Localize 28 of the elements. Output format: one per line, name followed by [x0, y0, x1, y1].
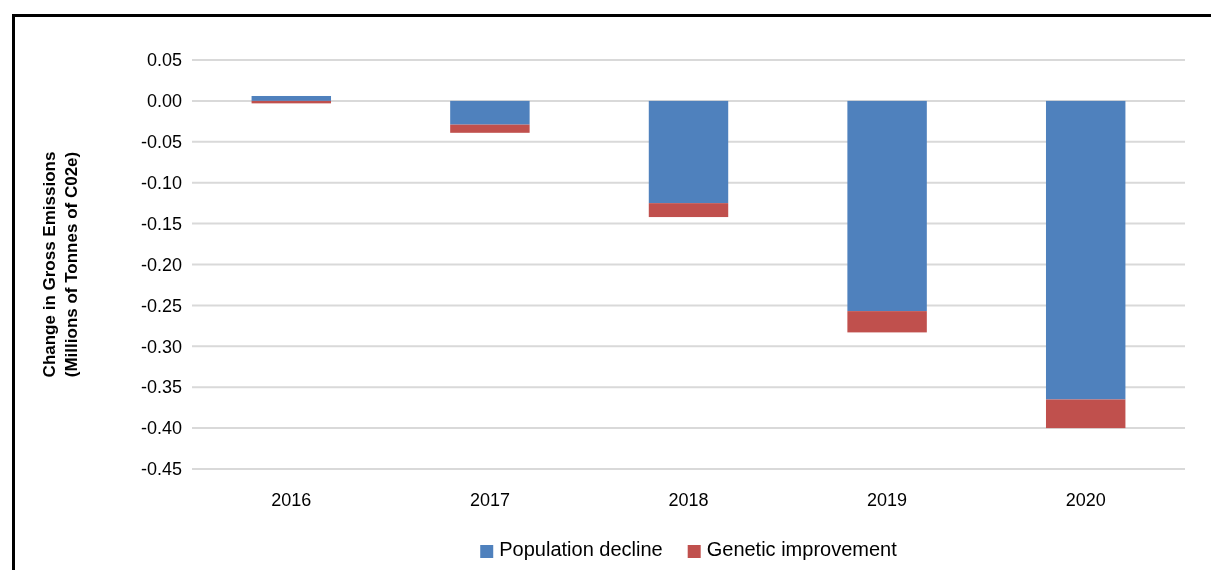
- y-axis-title: Change in Gross Emissions (Millions of Tonnes of C02e): [40, 151, 81, 378]
- legend-label: Genetic improvement: [706, 538, 898, 560]
- bar: [648, 100, 729, 204]
- y-tick-label: -0.10: [140, 172, 182, 193]
- bar: [847, 100, 927, 312]
- x-tick-label: 2018: [668, 489, 709, 510]
- x-tick-label: 2016: [271, 489, 312, 510]
- x-tick-label: 2017: [469, 489, 510, 510]
- bar: [1045, 399, 1126, 429]
- bar: [1045, 100, 1126, 400]
- y-tick-label: -0.25: [140, 295, 182, 316]
- y-tick-label: 0.00: [146, 91, 182, 112]
- bar: [450, 100, 530, 125]
- y-tick-label: -0.30: [140, 336, 182, 357]
- x-tick-label: 2020: [1065, 489, 1106, 510]
- y-tick-label: -0.20: [140, 254, 182, 275]
- bar: [648, 203, 729, 218]
- legend-label: Population decline: [499, 538, 663, 560]
- y-tick-label: -0.40: [140, 418, 182, 439]
- bar: [251, 95, 332, 101]
- x-tick-label: 2019: [867, 489, 908, 510]
- y-tick-label: -0.15: [140, 213, 182, 234]
- y-tick-label: -0.45: [140, 459, 182, 480]
- y-tick-label: 0.05: [146, 50, 182, 71]
- y-tick-label: -0.35: [140, 377, 182, 398]
- bar: [847, 311, 927, 333]
- y-tick-label: -0.05: [140, 132, 182, 153]
- bar: [450, 124, 530, 133]
